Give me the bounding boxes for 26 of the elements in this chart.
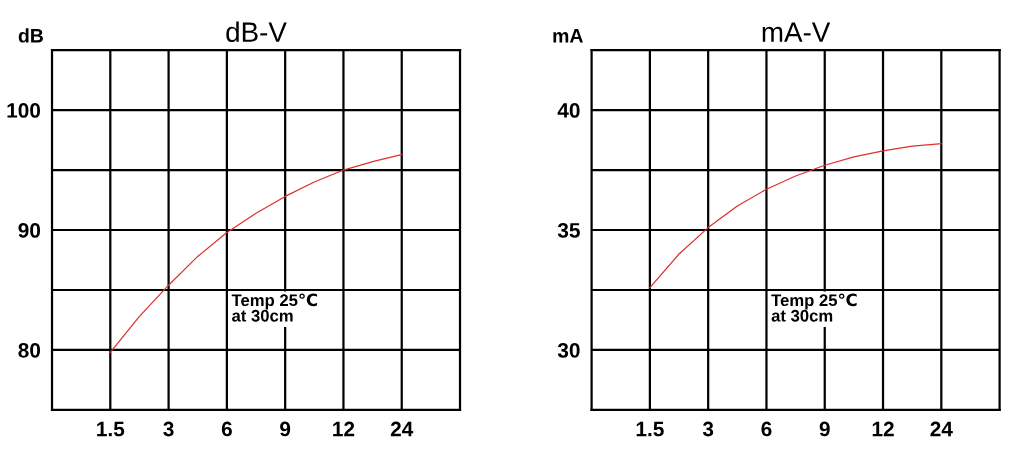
y-axis-title: mA xyxy=(553,29,583,43)
x-tick-label: 9 xyxy=(819,421,830,437)
x-tick-label: 24 xyxy=(390,421,414,437)
x-tick-label: 6 xyxy=(221,421,232,437)
x-tick-label: 3 xyxy=(702,421,714,437)
x-tick-label: 9 xyxy=(280,421,291,437)
y-axis-title: dB xyxy=(18,28,43,43)
x-tick-label: 12 xyxy=(872,421,894,437)
x-tick-label: 1.5 xyxy=(636,421,664,437)
x-tick-label: 24 xyxy=(930,421,953,437)
y-tick-label: 30 xyxy=(557,342,580,358)
y-tick-label: 90 xyxy=(18,223,41,238)
y-tick-label: 40 xyxy=(557,103,580,118)
y-tick-label: 100 xyxy=(7,103,41,118)
line-series xyxy=(109,153,403,354)
line-series xyxy=(649,143,942,289)
y-tick-label: 80 xyxy=(18,342,41,358)
chart-title: mA-V xyxy=(762,22,831,42)
annotation: Temp 25℃ at 30cm xyxy=(231,293,318,322)
chart-title: dB-V xyxy=(226,21,287,42)
y-tick-label: 35 xyxy=(557,223,580,238)
x-tick-label: 6 xyxy=(761,421,772,437)
x-tick-label: 12 xyxy=(333,421,355,437)
x-tick-label: 1.5 xyxy=(97,421,125,437)
x-tick-label: 3 xyxy=(163,421,174,437)
annotation: Temp 25℃ at 30cm xyxy=(771,293,857,322)
